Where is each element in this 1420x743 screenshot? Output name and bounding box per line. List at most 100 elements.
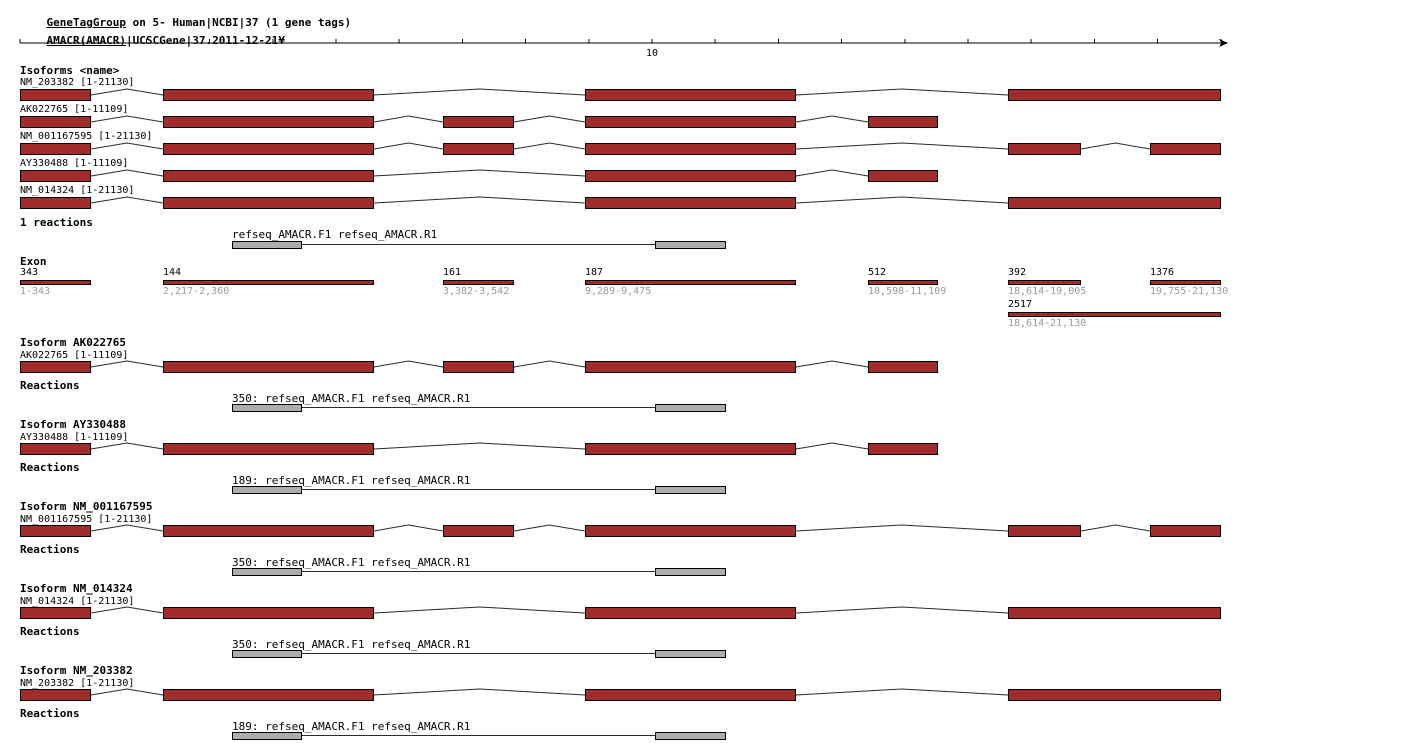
exon-box[interactable] [443,143,514,155]
exon-box[interactable] [163,170,374,182]
exon-section-title: Exon [20,255,47,268]
exon-box[interactable] [20,116,91,128]
exon-box[interactable] [20,525,91,537]
exon-bar[interactable] [1150,280,1221,285]
primer-box-reverse[interactable] [655,486,726,494]
exon-box[interactable] [585,143,796,155]
exon-box[interactable] [1008,89,1221,101]
exon-box[interactable] [868,443,938,455]
exon-box[interactable] [1008,525,1081,537]
exon-box[interactable] [585,170,796,182]
exon-box[interactable] [163,443,374,455]
track-label: AY330488 [1-11109] [20,158,129,169]
primer-box-reverse[interactable] [655,241,726,249]
exon-box[interactable] [20,170,91,182]
exon-box[interactable] [868,116,938,128]
reactions-count-title: 1 reactions [20,216,93,229]
intron-line [90,606,1009,614]
intron-line [90,115,869,123]
exon-bar[interactable] [1008,312,1221,317]
primer-box-forward[interactable] [232,650,302,658]
exon-box[interactable] [163,607,374,619]
exon-box[interactable] [585,607,796,619]
intron-connectors [90,524,1151,532]
exon-box[interactable] [585,443,796,455]
exon-bar[interactable] [443,280,514,285]
reactions-title: Reactions [20,379,80,392]
reactions-title: Reactions [20,543,80,556]
exon-range-label: 18,614-21,130 [1008,318,1087,329]
exon-box[interactable] [585,689,796,701]
reaction-label: refseq_AMACR.F1 refseq_AMACR.R1 [232,228,438,241]
exon-box[interactable] [1008,689,1221,701]
exon-size-label: 187 [585,267,604,278]
primer-connector-line [302,244,655,245]
isoform-section-title: Isoform AY330488 [20,418,126,431]
reaction-label: 350: refseq_AMACR.F1 refseq_AMACR.R1 [232,392,471,405]
primer-box-reverse[interactable] [655,404,726,412]
exon-box[interactable] [20,143,91,155]
exon-bar[interactable] [20,280,91,285]
primer-connector-line [302,571,655,572]
exon-box[interactable] [163,361,374,373]
intron-connectors [90,360,869,368]
gene-tag-group-link[interactable]: GeneTagGroup [46,16,126,29]
exon-box[interactable] [585,361,796,373]
exon-box[interactable] [868,170,938,182]
exon-box[interactable] [163,116,374,128]
exon-box[interactable] [868,361,938,373]
exon-box[interactable] [443,361,514,373]
exon-bar[interactable] [1008,280,1081,285]
primer-box-forward[interactable] [232,568,302,576]
primer-box-reverse[interactable] [655,568,726,576]
reaction-label: 350: refseq_AMACR.F1 refseq_AMACR.R1 [232,638,471,651]
exon-bar[interactable] [163,280,374,285]
exon-box[interactable] [163,525,374,537]
reaction-label: 189: refseq_AMACR.F1 refseq_AMACR.R1 [232,474,471,487]
exon-box[interactable] [585,525,796,537]
primer-box-reverse[interactable] [655,732,726,740]
primer-box-reverse[interactable] [655,650,726,658]
exon-bar[interactable] [868,280,938,285]
exon-box[interactable] [585,89,796,101]
exon-range-label: 9,289-9,475 [585,286,652,297]
exon-box[interactable] [20,89,91,101]
gene-name-link[interactable]: AMACR(AMACR) [46,34,126,47]
exon-box[interactable] [443,116,514,128]
isoform-section-title: Isoform NM_001167595 [20,500,153,513]
exon-box[interactable] [163,89,374,101]
exon-box[interactable] [20,607,91,619]
exon-box[interactable] [585,197,796,209]
primer-box-forward[interactable] [232,732,302,740]
primer-box-forward[interactable] [232,486,302,494]
exon-size-label: 2517 [1008,299,1033,310]
intron-line [90,360,869,368]
exon-bar[interactable] [585,280,796,285]
intron-line [90,442,869,450]
exon-range-label: 19,755-21,130 [1150,286,1229,297]
exon-box[interactable] [163,143,374,155]
exon-box[interactable] [20,197,91,209]
intron-line [90,524,1151,532]
exon-box[interactable] [1150,525,1221,537]
exon-box[interactable] [443,525,514,537]
intron-line [90,142,1151,150]
track-label: AK022765 [1-11109] [20,104,129,115]
primer-box-forward[interactable] [232,404,302,412]
exon-box[interactable] [163,197,374,209]
intron-line [90,169,869,177]
intron-connectors [90,442,869,450]
exon-box[interactable] [1008,607,1221,619]
exon-box[interactable] [20,689,91,701]
exon-range-label: 1-343 [20,286,51,297]
exon-box[interactable] [20,361,91,373]
intron-connectors [90,196,1009,204]
exon-box[interactable] [20,443,91,455]
exon-box[interactable] [1008,197,1221,209]
position-ruler: 10 [19,39,1228,59]
primer-box-forward[interactable] [232,241,302,249]
exon-box[interactable] [1150,143,1221,155]
exon-box[interactable] [163,689,374,701]
exon-box[interactable] [1008,143,1081,155]
exon-box[interactable] [585,116,796,128]
